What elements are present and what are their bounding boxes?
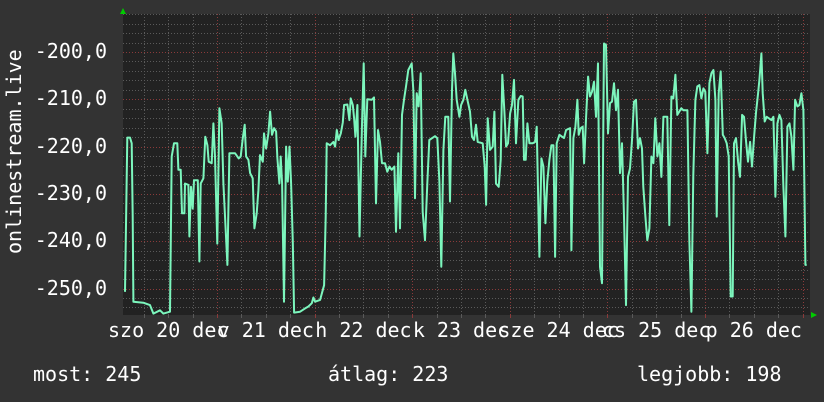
y-axis-arrow-icon	[120, 8, 126, 14]
y-tick-label: -200,0	[34, 39, 107, 63]
x-tick-label: sze 24 dec	[498, 318, 619, 342]
x-tick-label: cs 25 dec	[602, 318, 711, 342]
y-tick-label: -210,0	[34, 86, 107, 111]
y-tick-label: -250,0	[34, 275, 107, 300]
x-tick-label: p 26 dec	[705, 318, 802, 342]
plot-area	[123, 14, 810, 315]
x-tick-label: szo 20 dec	[108, 318, 229, 342]
best-value: legjobb: 198	[637, 362, 782, 386]
current-value: most: 245	[33, 362, 142, 386]
x-axis-ticks	[144, 315, 804, 318]
average-value: átlag: 223	[328, 362, 449, 386]
series-line	[124, 42, 807, 315]
y-tick-label: -240,0	[34, 228, 107, 253]
y-tick-label: -230,0	[34, 180, 107, 205]
x-axis-arrow-icon	[811, 312, 817, 318]
x-tick-label: v 21 dec	[217, 318, 314, 342]
x-tick-label: h 22 dec	[315, 318, 412, 342]
y-tick-label: -220,0	[34, 133, 107, 158]
x-tick-label: k 23 dec	[412, 318, 510, 342]
